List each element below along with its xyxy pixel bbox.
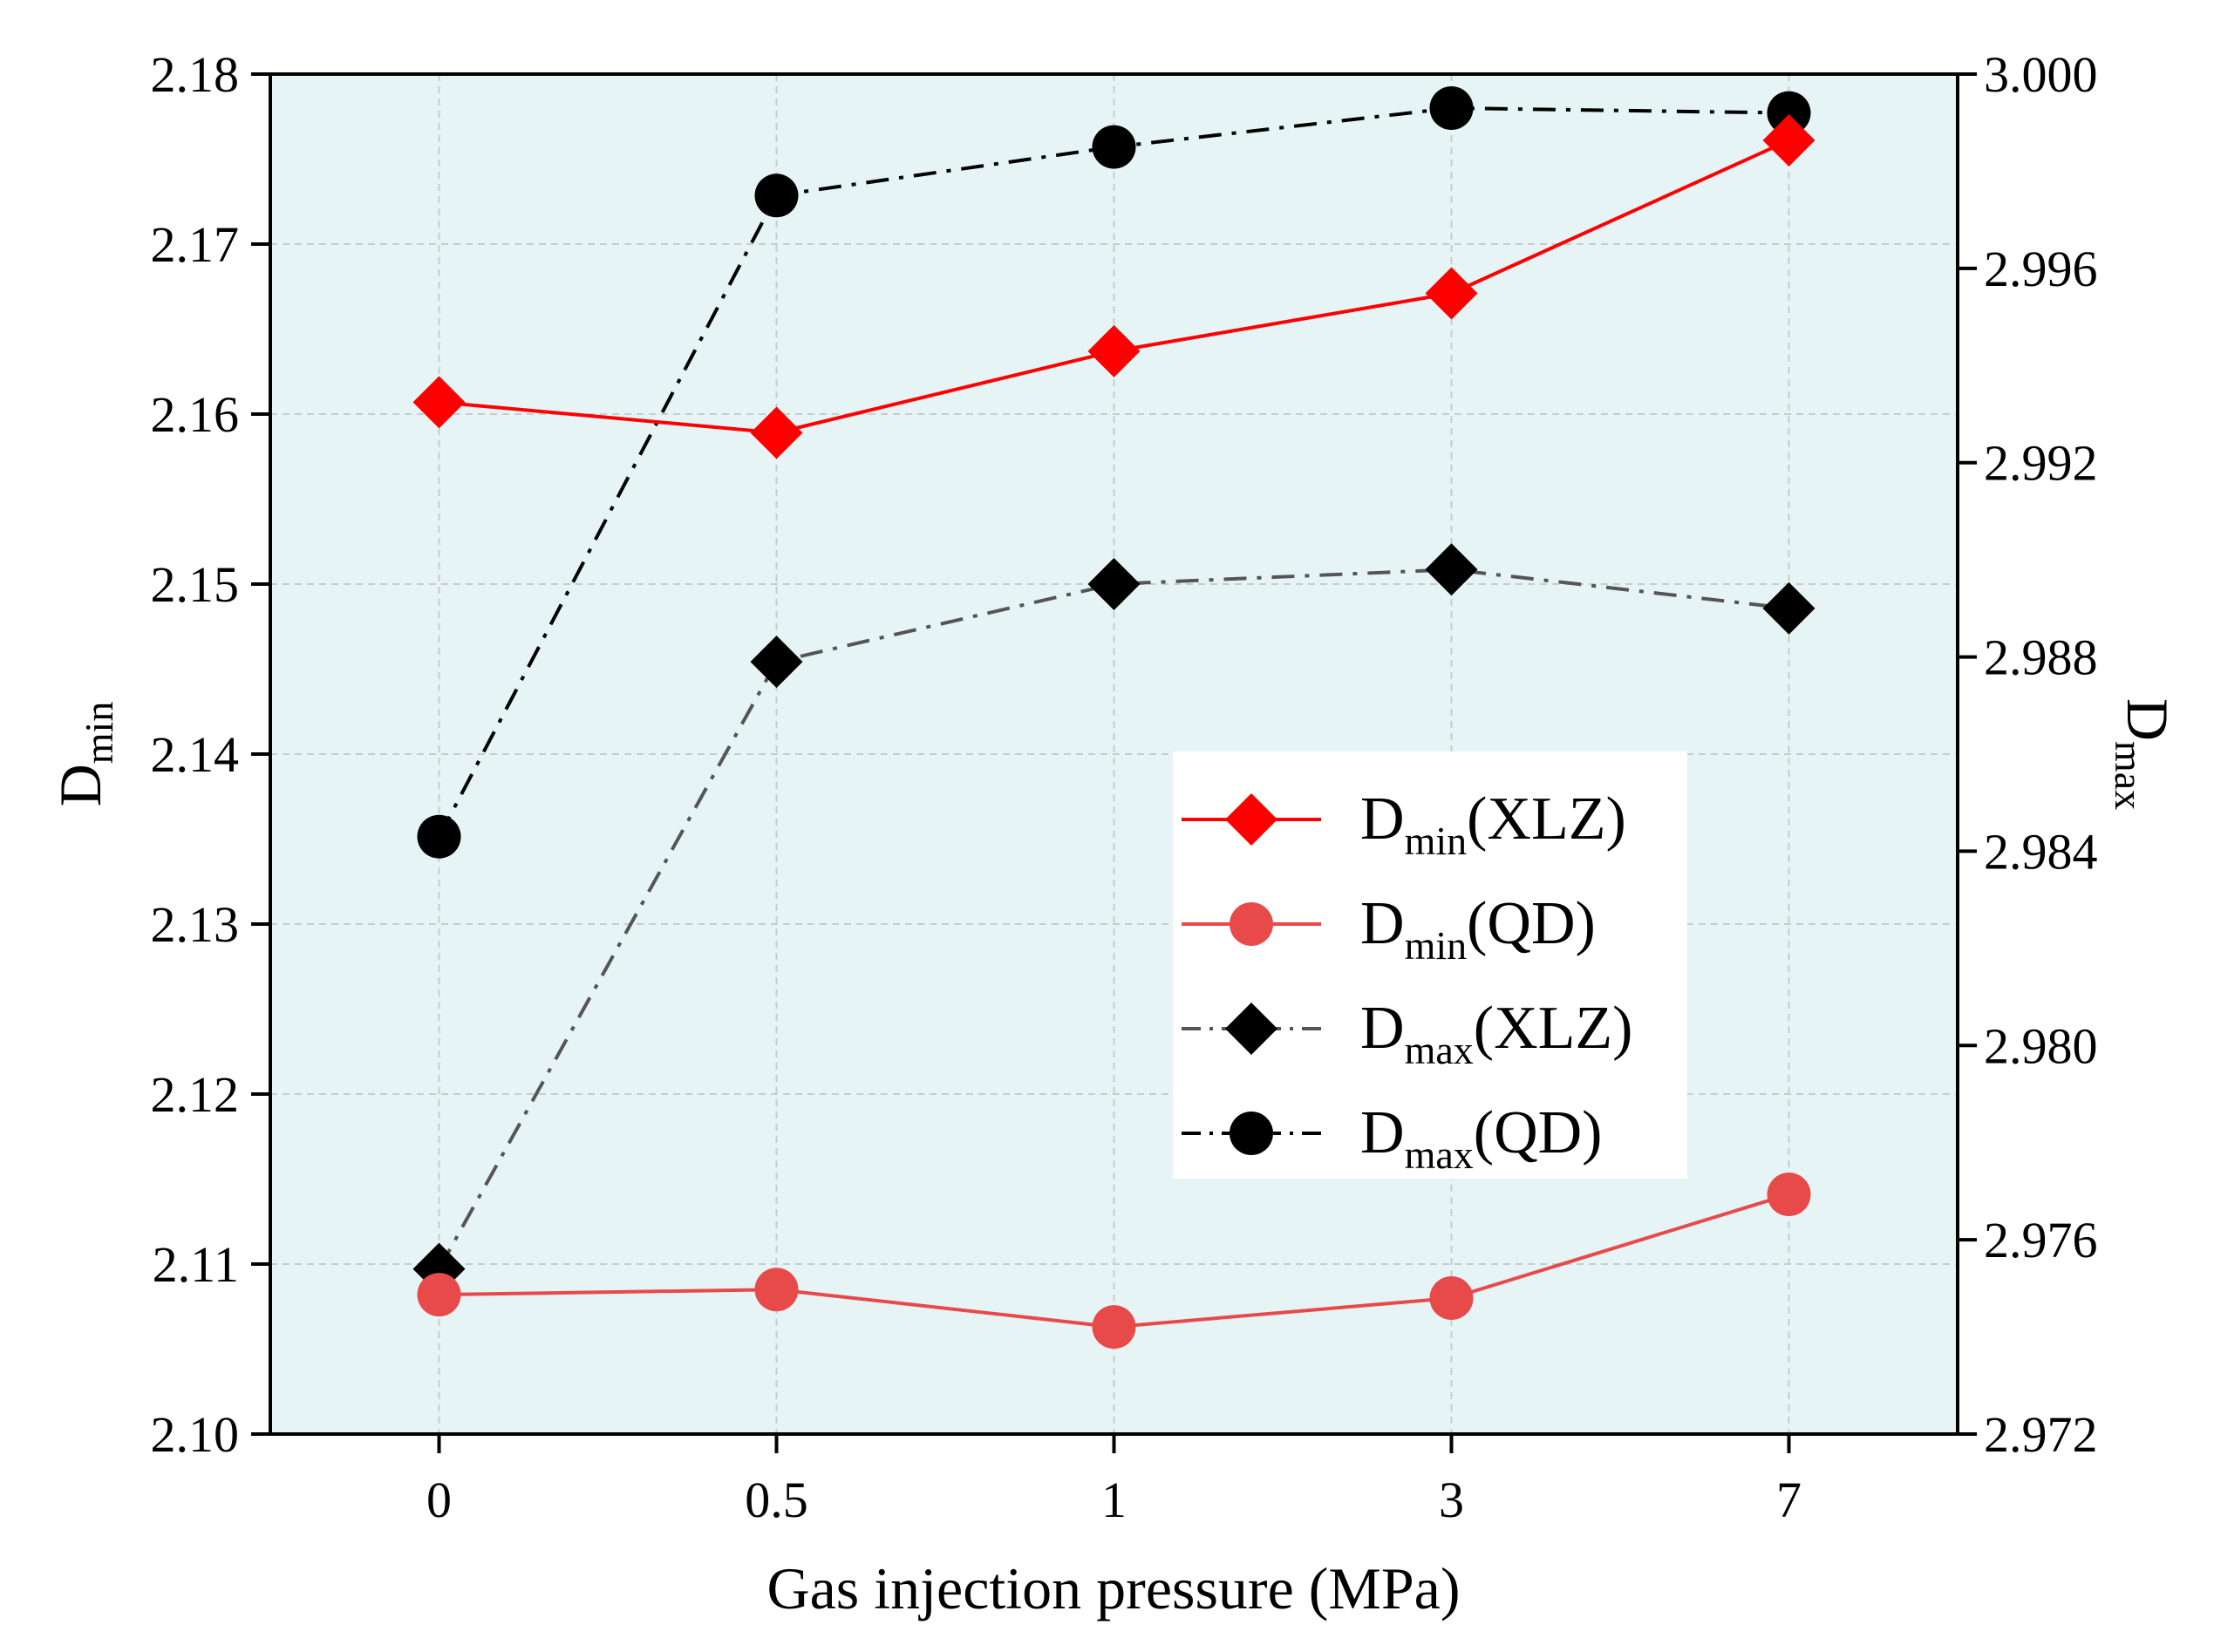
right-tick-label: 2.972 bbox=[1984, 1406, 2098, 1463]
legend-circle-marker bbox=[1230, 1112, 1273, 1155]
right-tick-label: 3.000 bbox=[1984, 46, 2098, 103]
data-point-diamond-marker bbox=[750, 406, 803, 459]
left-tick-label: 2.15 bbox=[151, 556, 240, 613]
data-point-circle-marker bbox=[417, 814, 461, 859]
left-axis-title: Dmin bbox=[47, 702, 121, 807]
data-point-circle-marker bbox=[1767, 1173, 1811, 1217]
left-tick-label: 2.10 bbox=[151, 1406, 240, 1463]
right-tick-label: 2.976 bbox=[1984, 1212, 2098, 1268]
x-axis: 0 0.5 1 3 7 bbox=[426, 1434, 1802, 1528]
data-point-diamond-marker bbox=[1087, 558, 1141, 610]
data-point-circle-marker bbox=[1092, 125, 1136, 169]
data-point-diamond-marker bbox=[750, 636, 803, 689]
legend-item: Dmin(QD) bbox=[1182, 890, 1596, 968]
x-tick-label: 1 bbox=[1101, 1472, 1127, 1528]
left-tick-label: 2.14 bbox=[151, 726, 240, 783]
left-tick-label: 2.11 bbox=[153, 1236, 239, 1293]
right-tick-label: 2.980 bbox=[1984, 1017, 2098, 1074]
left-tick-label: 2.16 bbox=[151, 386, 240, 443]
legend: Dmin(XLZ) Dmin(QD) Dmax(XLZ) Dmax(QD) bbox=[1173, 751, 1687, 1179]
legend-circle-marker bbox=[1230, 902, 1273, 946]
x-tick-label: 3 bbox=[1439, 1472, 1464, 1528]
legend-diamond-marker bbox=[1225, 1003, 1277, 1055]
right-tick-label: 2.992 bbox=[1984, 435, 2098, 492]
right-axis: 2.972 2.976 2.980 2.984 2.988 2.992 2.996 3.000 bbox=[1958, 46, 2098, 1463]
data-point-diamond-marker bbox=[1087, 324, 1141, 377]
series-Dmin(QD) bbox=[417, 1173, 1811, 1349]
x-tick-label: 7 bbox=[1776, 1472, 1802, 1528]
data-point-diamond-marker bbox=[1425, 543, 1478, 596]
data-point-circle-marker bbox=[1092, 1305, 1136, 1349]
legend-label: Dmin(QD) bbox=[1360, 890, 1596, 968]
x-axis-title: Gas injection pressure (MPa) bbox=[766, 1555, 1460, 1621]
series-Dmax(QD) bbox=[417, 86, 1811, 859]
legend-item: Dmax(QD) bbox=[1182, 1099, 1603, 1177]
right-tick-label: 2.984 bbox=[1984, 823, 2098, 880]
legend-item: Dmax(XLZ) bbox=[1182, 995, 1632, 1072]
left-tick-label: 2.18 bbox=[151, 46, 240, 103]
left-axis: 2.10 2.11 2.12 2.13 2.14 2.15 2.16 2.17 2.18 bbox=[151, 46, 270, 1463]
left-tick-label: 2.17 bbox=[151, 216, 240, 273]
legend-label: Dmax(QD) bbox=[1360, 1099, 1603, 1177]
x-tick-label: 0 bbox=[426, 1472, 452, 1528]
x-tick-label: 0.5 bbox=[745, 1472, 808, 1528]
data-point-diamond-marker bbox=[412, 376, 466, 429]
data-point-diamond-marker bbox=[1762, 581, 1815, 635]
data-point-circle-marker bbox=[754, 173, 799, 218]
left-tick-label: 2.13 bbox=[151, 896, 240, 953]
right-axis-title: Dmax bbox=[2107, 698, 2181, 810]
left-tick-label: 2.12 bbox=[151, 1066, 240, 1123]
data-point-diamond-marker bbox=[1425, 267, 1478, 320]
data-point-circle-marker bbox=[754, 1268, 799, 1312]
data-point-circle-marker bbox=[1429, 1276, 1474, 1320]
legend-label: Dmin(XLZ) bbox=[1360, 785, 1626, 863]
series-Dmin(XLZ) bbox=[412, 114, 1815, 459]
series-layer bbox=[412, 86, 1815, 1349]
legend-label: Dmax(XLZ) bbox=[1360, 995, 1632, 1072]
data-point-diamond-marker bbox=[1762, 114, 1815, 167]
right-tick-label: 2.988 bbox=[1984, 629, 2098, 686]
data-point-circle-marker bbox=[417, 1273, 461, 1317]
data-point-circle-marker bbox=[1767, 91, 1811, 135]
data-point-circle-marker bbox=[1429, 86, 1474, 130]
right-tick-label: 2.996 bbox=[1984, 241, 2098, 297]
legend-diamond-marker bbox=[1225, 793, 1277, 846]
legend-item: Dmin(XLZ) bbox=[1182, 785, 1626, 863]
